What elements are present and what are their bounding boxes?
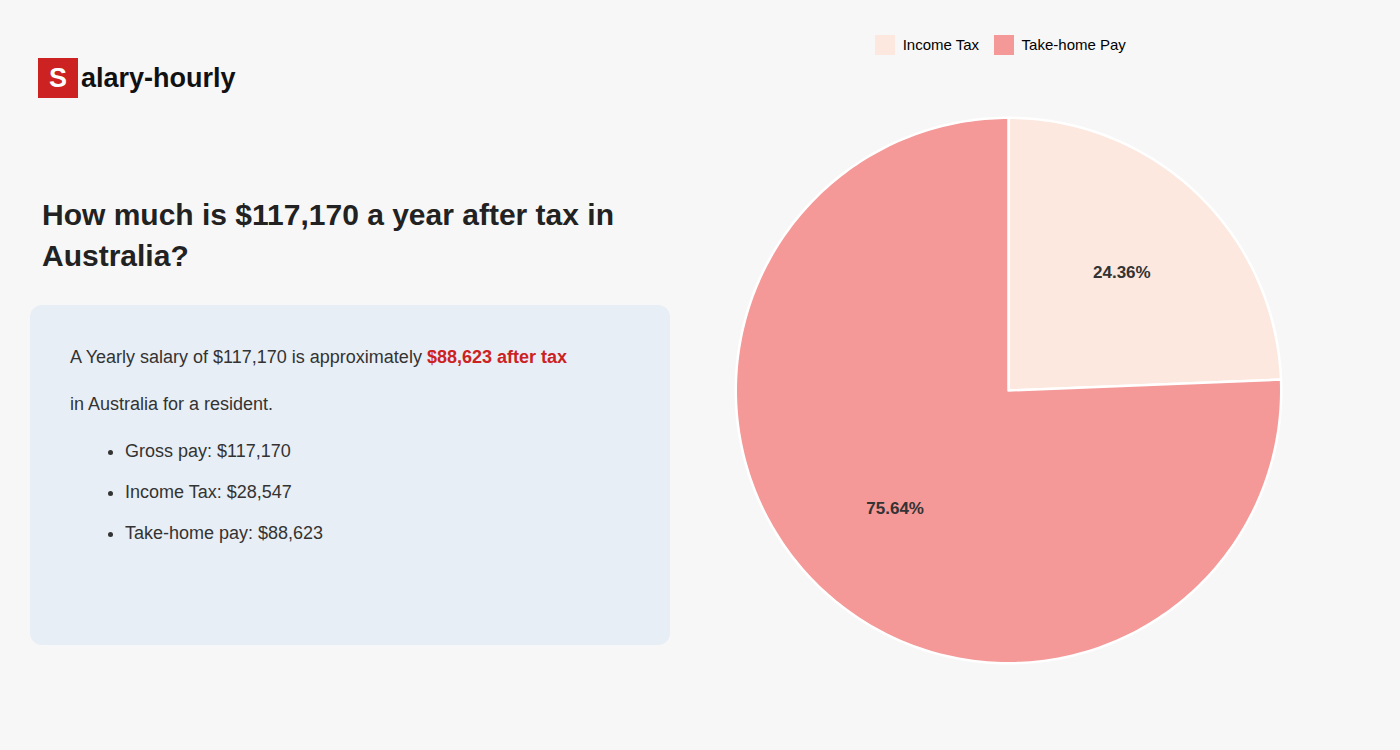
html-text:Take-home Pay: Take-home Pay [1021, 36, 1126, 53]
html-text:S: S [49, 62, 67, 93]
html-text:alary-hourly: alary-hourly [81, 62, 236, 93]
html-text:Gross pay: $117,170: Gross pay: $117,170 [125, 440, 291, 461]
svg-text:75.64%: 75.64% [866, 499, 924, 518]
html-text:in Australia for a resident.: in Australia for a resident. [70, 393, 274, 414]
html-text:Take-home pay: $88,623: Take-home pay: $88,623 [125, 523, 324, 543]
html-text:Income Tax: Income Tax [902, 36, 980, 53]
html-text:A Yearly salary of $117,170 is: A Yearly salary of $117,170 is approxima… [70, 347, 567, 367]
svg-text:24.36%: 24.36% [1093, 263, 1151, 282]
html-text:How much is $117,170 a year af: How much is $117,170 a year after tax in… [42, 198, 614, 272]
html-text:Income Tax: $28,547: Income Tax: $28,547 [125, 481, 292, 502]
